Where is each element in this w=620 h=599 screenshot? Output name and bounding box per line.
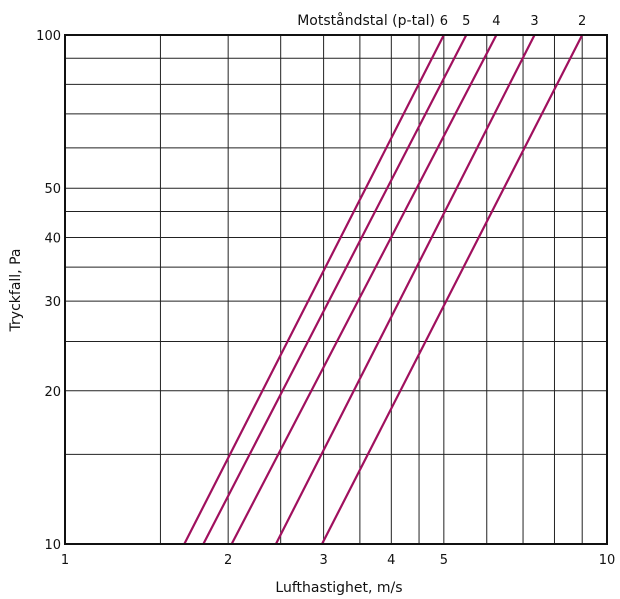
y-tick-label: 20 bbox=[44, 385, 61, 400]
y-tick-label: 10 bbox=[44, 538, 61, 553]
x-axis-title: Lufthastighet, m/s bbox=[275, 580, 402, 596]
series-label-p5: 5 bbox=[462, 14, 470, 29]
series-label-p4: 4 bbox=[492, 14, 500, 29]
y-tick-label: 40 bbox=[44, 232, 61, 247]
y-tick-label: 30 bbox=[44, 295, 61, 310]
series-line-p5 bbox=[202, 34, 468, 545]
series-line-p4 bbox=[230, 34, 498, 545]
x-tick-label: 10 bbox=[599, 553, 616, 568]
series-line-p2 bbox=[321, 34, 584, 545]
plot-frame bbox=[64, 34, 608, 545]
series-line-p3 bbox=[274, 34, 536, 545]
series-label-p6: 6 bbox=[440, 14, 448, 29]
series-line-p6 bbox=[183, 34, 445, 545]
series-label-p3: 3 bbox=[530, 14, 538, 29]
tick-labels: 1 2 3 4 5 10 10 20 30 40 50 100 bbox=[36, 29, 615, 568]
grid bbox=[65, 35, 607, 544]
legend-title: Motståndstal (p-tal) bbox=[297, 12, 435, 29]
x-tick-label: 4 bbox=[387, 553, 395, 568]
series-lines bbox=[183, 34, 584, 545]
y-tick-label: 100 bbox=[36, 29, 61, 44]
series-label-p2: 2 bbox=[578, 14, 586, 29]
x-tick-label: 3 bbox=[319, 553, 327, 568]
y-axis-title: Tryckfall, Pa bbox=[8, 249, 24, 333]
x-tick-label: 1 bbox=[61, 553, 69, 568]
y-tick-label: 50 bbox=[44, 182, 61, 197]
x-tick-label: 2 bbox=[224, 553, 232, 568]
x-tick-label: 5 bbox=[440, 553, 448, 568]
